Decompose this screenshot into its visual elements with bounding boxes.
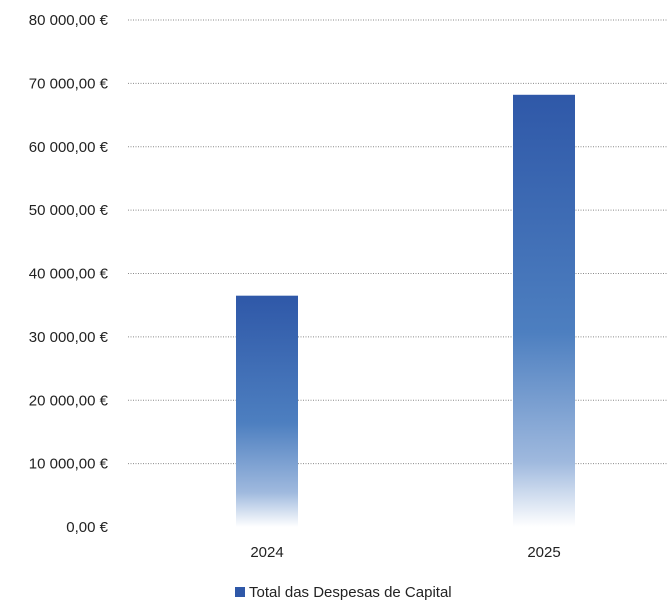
y-tick-label: 0,00 € — [66, 519, 108, 536]
y-tick-label: 80 000,00 € — [29, 12, 109, 29]
legend: Total das Despesas de Capital — [235, 584, 452, 601]
y-tick-label: 30 000,00 € — [29, 329, 109, 346]
y-tick-label: 50 000,00 € — [29, 202, 109, 219]
x-axis-category-labels: 2024 2025 — [250, 544, 560, 561]
x-category-label: 2024 — [250, 544, 283, 561]
bars — [236, 94, 575, 527]
gridlines — [128, 19, 668, 465]
y-axis-tick-labels: 0,00 € 10 000,00 € 20 000,00 € 30 000,00 € 4… — [29, 12, 109, 536]
x-category-label: 2025 — [527, 544, 560, 561]
y-tick-label: 70 000,00 € — [29, 75, 109, 92]
legend-swatch — [235, 587, 245, 597]
legend-label: Total das Despesas de Capital — [249, 584, 452, 601]
bar-2024 — [236, 295, 298, 527]
y-tick-label: 60 000,00 € — [29, 139, 109, 156]
y-tick-label: 40 000,00 € — [29, 266, 109, 283]
bar-2025 — [513, 94, 575, 527]
y-tick-label: 20 000,00 € — [29, 392, 109, 409]
y-tick-label: 10 000,00 € — [29, 456, 109, 473]
